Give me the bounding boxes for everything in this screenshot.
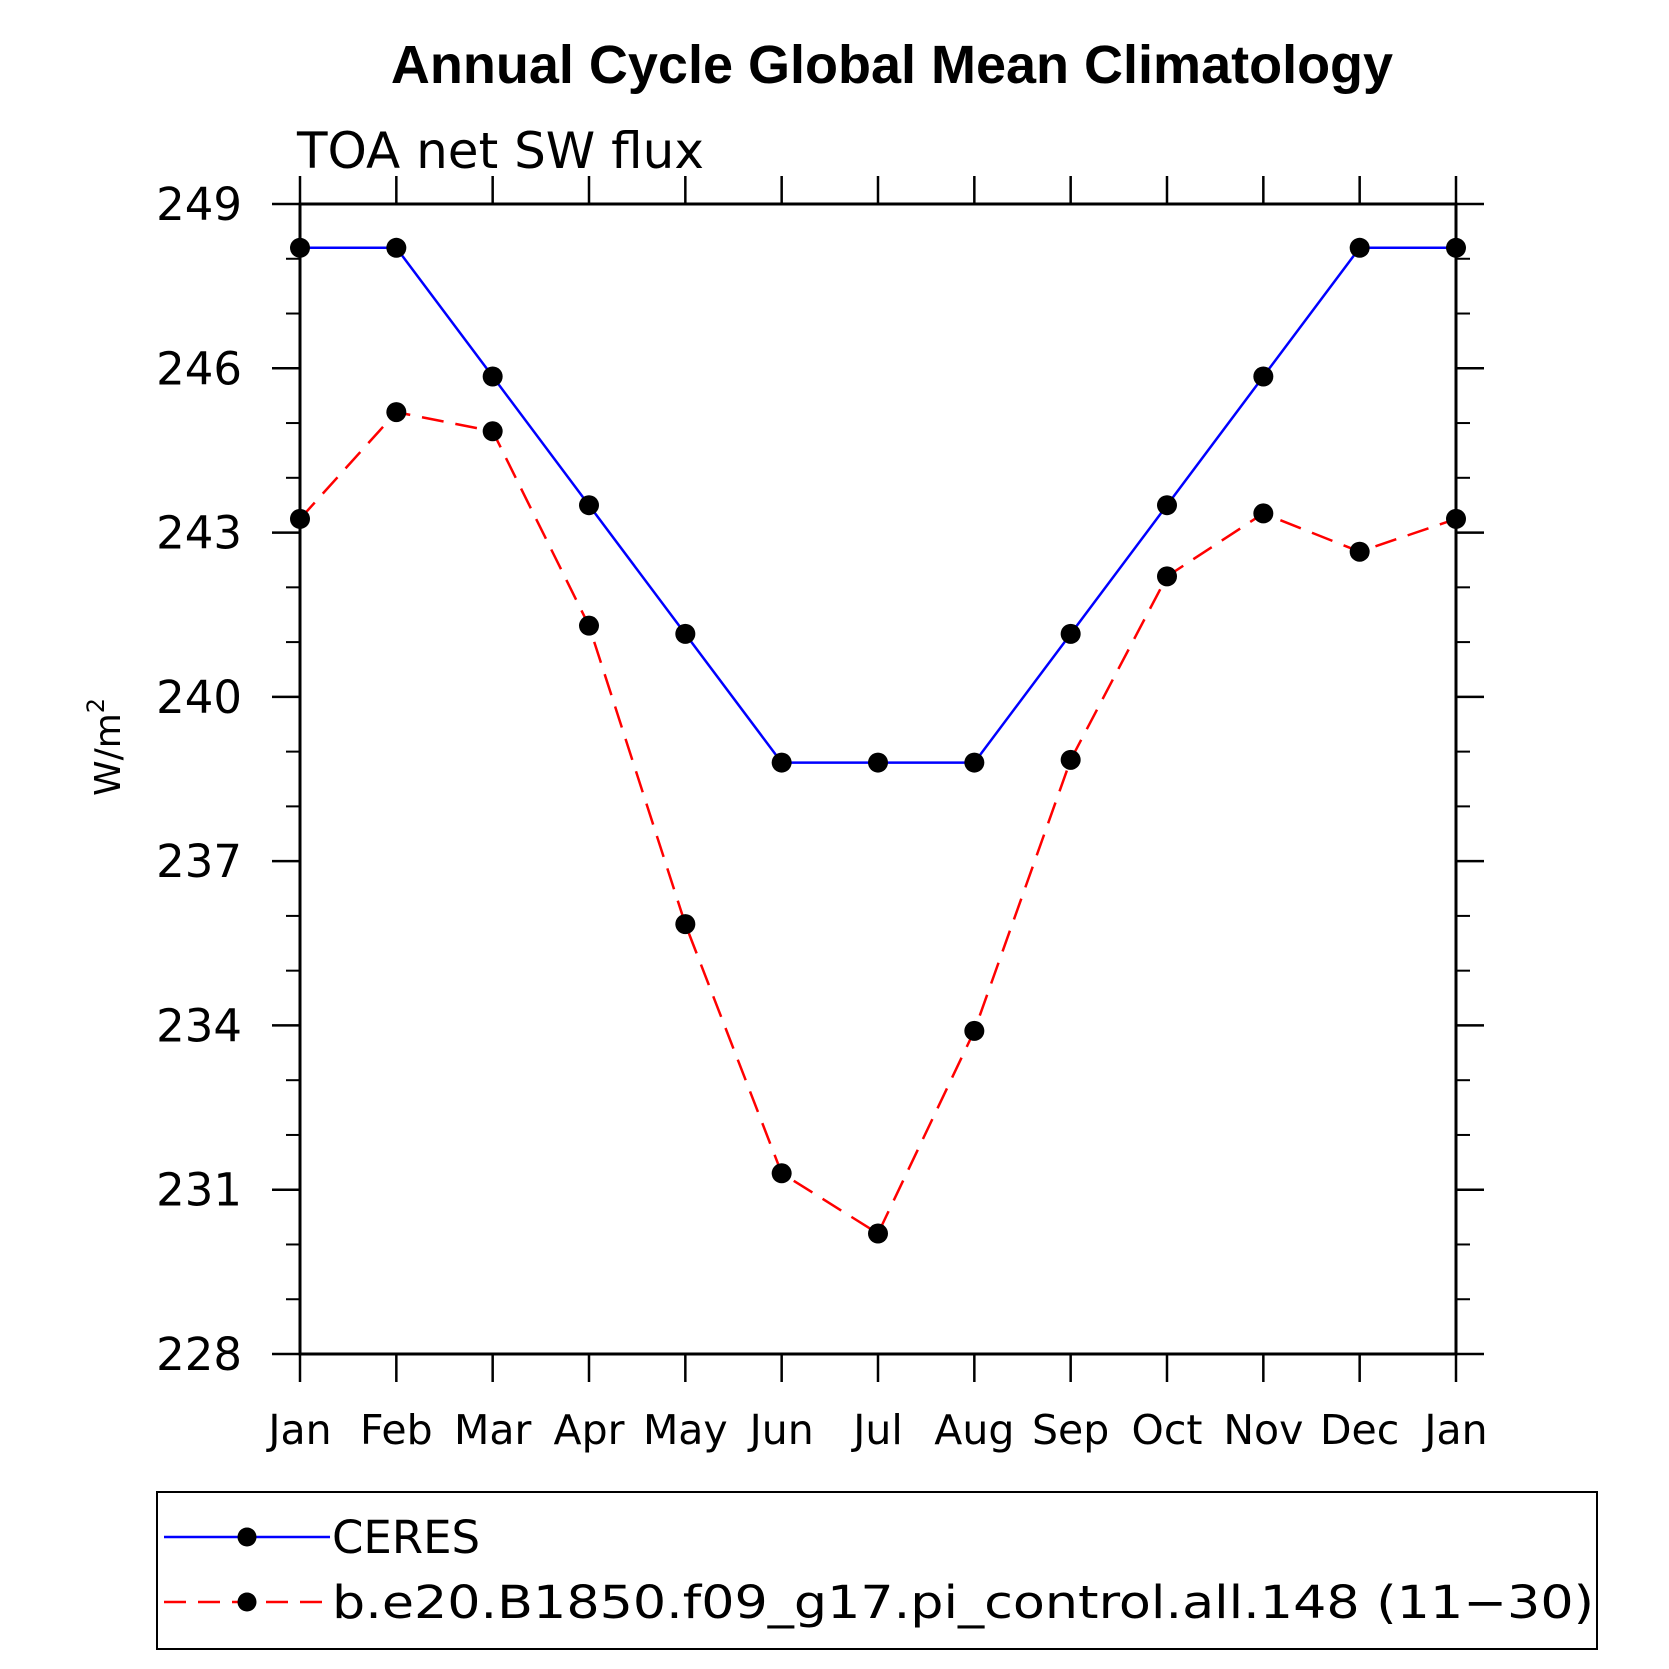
x-tick-label: Oct [1132, 1406, 1203, 1454]
y-axis-label-text: W/m [88, 713, 129, 796]
x-tick-label: Nov [1223, 1406, 1303, 1454]
series-0-point [771, 752, 792, 773]
series-0-point [1349, 237, 1370, 258]
y-tick-label: 234 [156, 999, 242, 1052]
series-0-point [1060, 623, 1081, 644]
series-1-point [386, 402, 407, 423]
plot-frame [298, 202, 1458, 1356]
series-1-point [290, 508, 310, 529]
x-tick-label: Mar [454, 1406, 531, 1454]
y-tick-label: 246 [156, 342, 242, 395]
series-1-point [1349, 541, 1370, 562]
series-0-point [386, 237, 407, 258]
x-tick-label: Jul [850, 1406, 902, 1454]
series-0-point [1157, 495, 1177, 516]
y-tick-label: 228 [156, 1328, 242, 1381]
legend-box [156, 1491, 1598, 1650]
series-1-point [964, 1020, 985, 1041]
y-tick-labels: 228 231 234 237 240 243 246 249 [156, 178, 242, 1381]
legend-marker-model [237, 1592, 257, 1612]
series-1-point [579, 615, 599, 636]
series-1-point [482, 421, 503, 442]
series-1-point [868, 1223, 888, 1244]
series-0-point [290, 237, 310, 258]
series-0-point [868, 752, 888, 773]
y-tick-label: 249 [156, 178, 242, 231]
series-1-point [675, 914, 696, 935]
series-0-point [1446, 237, 1466, 258]
legend-label-ceres: CERES [332, 1511, 480, 1564]
x-tick-label: Jun [747, 1406, 814, 1454]
series-0-point [964, 752, 985, 773]
svg-text:W/m2: W/m2 [82, 698, 129, 796]
series-1-point [1253, 503, 1274, 524]
series-1-point [1446, 508, 1466, 529]
axis-ticks [272, 176, 1484, 1382]
y-tick-label: 243 [156, 507, 242, 560]
series-group [290, 237, 1466, 1244]
x-tick-label: Sep [1032, 1406, 1109, 1454]
series-1-point [1157, 566, 1177, 587]
series-0-point [675, 623, 696, 644]
y-tick-label: 237 [156, 835, 242, 888]
x-tick-label: May [643, 1406, 728, 1454]
series-line-0 [300, 246, 1456, 764]
series-1-point [1060, 749, 1081, 770]
x-tick-label: Jan [1421, 1406, 1487, 1454]
x-tick-label: Dec [1320, 1406, 1399, 1454]
series-0-point [579, 495, 599, 516]
legend: CERES b.e20.B1850.f09_g17.pi_control.all… [156, 1491, 1598, 1650]
series-0-point [1253, 366, 1274, 387]
y-axis-label-superscript: 2 [82, 698, 110, 713]
series-0-point [482, 366, 503, 387]
legend-marker-ceres [237, 1527, 257, 1547]
chart-title: Annual Cycle Global Mean Climatology [391, 35, 1393, 95]
y-tick-label: 240 [156, 671, 242, 724]
y-axis-label: W/m2 [82, 698, 129, 796]
legend-label-model: b.e20.B1850.f09_g17.pi_control.all.148 (… [332, 1576, 1594, 1629]
chart-subtitle: TOA net SW flux [296, 122, 704, 180]
x-tick-label: Aug [934, 1406, 1014, 1454]
series-1-point [771, 1163, 792, 1184]
x-tick-label: Jan [265, 1406, 331, 1454]
series-line-1 [299, 410, 1457, 1236]
y-tick-label: 231 [156, 1164, 242, 1217]
x-tick-label: Apr [554, 1406, 625, 1454]
x-tick-label: Feb [360, 1406, 433, 1454]
x-tick-labels: Jan Feb Mar Apr May Jun Jul Aug Sep Oct Nov Dec Jan [265, 1406, 1487, 1454]
